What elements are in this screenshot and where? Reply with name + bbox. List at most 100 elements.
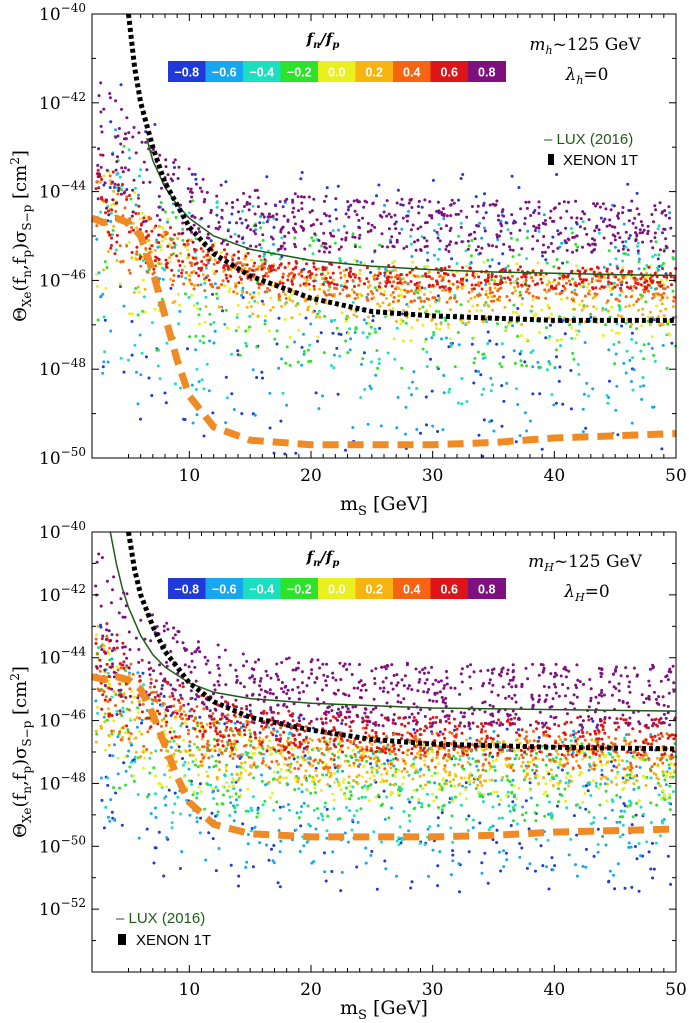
- scatter-point: [255, 376, 259, 379]
- scatter-point: [338, 257, 342, 261]
- scatter-point: [419, 225, 423, 229]
- scatter-point: [362, 351, 366, 355]
- scatter-point: [585, 285, 589, 289]
- scatter-point: [633, 216, 637, 220]
- scatter-point: [253, 299, 257, 303]
- scatter-point: [111, 180, 115, 184]
- scatter-point: [345, 279, 349, 283]
- scatter-point: [665, 732, 669, 736]
- scatter-point: [178, 264, 182, 267]
- scatter-point: [168, 256, 172, 260]
- scatter-point: [366, 299, 370, 302]
- scatter-point: [297, 209, 300, 213]
- scatter-point: [580, 750, 584, 754]
- scatter-point: [376, 274, 380, 278]
- scatter-point: [336, 770, 340, 773]
- scatter-point: [663, 778, 667, 782]
- scatter-point: [331, 278, 335, 282]
- scatter-point: [369, 762, 372, 766]
- scatter-point: [461, 173, 465, 176]
- scatter-point: [121, 736, 125, 739]
- colorbar-swatch: [168, 61, 206, 82]
- scatter-point: [503, 276, 507, 280]
- scatter-point: [661, 761, 665, 765]
- scatter-point: [368, 332, 371, 336]
- scatter-point: [188, 274, 192, 278]
- scatter-point: [336, 784, 340, 787]
- scatter-point: [360, 795, 364, 799]
- scatter-point: [379, 424, 383, 428]
- scatter-point: [575, 248, 579, 252]
- scatter-point: [102, 268, 105, 272]
- scatter-point: [478, 794, 482, 798]
- scatter-point: [160, 784, 164, 788]
- scatter-point: [641, 812, 645, 816]
- scatter-point: [643, 290, 646, 294]
- scatter-point: [622, 802, 626, 806]
- scatter-point: [545, 283, 549, 287]
- scatter-point: [635, 234, 639, 238]
- scatter-point: [248, 709, 252, 713]
- scatter-point: [123, 166, 127, 170]
- scatter-point: [587, 282, 591, 286]
- scatter-point: [245, 202, 249, 206]
- scatter-point: [513, 280, 517, 284]
- scatter-point: [374, 795, 378, 799]
- scatter-point: [639, 293, 643, 297]
- scatter-point: [635, 857, 639, 861]
- scatter-point: [392, 783, 396, 787]
- scatter-point: [125, 195, 129, 199]
- top-panel: 10 20 30 40 50 10−5010−4810−4610−4410−4210−4…: [8, 1, 687, 519]
- scatter-point: [559, 231, 563, 235]
- scatter-point: [343, 273, 347, 277]
- scatter-point: [564, 226, 568, 230]
- scatter-point: [390, 284, 394, 288]
- scatter-point: [607, 879, 611, 883]
- scatter-point: [234, 329, 238, 333]
- scatter-point: [484, 747, 488, 751]
- scatter-point: [122, 370, 126, 374]
- scatter-point: [418, 296, 422, 300]
- scatter-point: [419, 784, 423, 788]
- scatter-point: [261, 747, 265, 751]
- scatter-point: [642, 228, 646, 232]
- scatter-point: [521, 813, 524, 817]
- scatter-point: [621, 833, 625, 837]
- scatter-point: [591, 242, 595, 246]
- scatter-point: [353, 235, 357, 239]
- scatter-point: [574, 199, 578, 203]
- scatter-point: [159, 201, 163, 204]
- scatter-point: [327, 288, 331, 292]
- scatter-point: [357, 218, 361, 222]
- scatter-point: [513, 750, 517, 753]
- scatter-point: [486, 276, 490, 280]
- scatter-point: [338, 817, 342, 821]
- scatter-point: [613, 225, 617, 229]
- scatter-point: [661, 323, 665, 327]
- scatter-point: [656, 280, 660, 284]
- scatter-point: [651, 246, 655, 250]
- scatter-point: [201, 273, 205, 277]
- scatter-point: [591, 286, 594, 290]
- colorbar-swatch: [318, 61, 356, 82]
- scatter-point: [565, 296, 569, 300]
- scatter-point: [272, 225, 276, 229]
- scatter-point: [117, 186, 121, 190]
- scatter-point: [405, 753, 409, 757]
- scatter-point: [649, 776, 653, 780]
- scatter-point: [198, 230, 201, 234]
- scatter-point: [212, 341, 216, 345]
- scatter-point: [191, 793, 195, 797]
- scatter-point: [139, 168, 143, 172]
- scatter-point: [505, 727, 509, 731]
- scatter-point: [116, 668, 120, 672]
- scatter-point: [518, 855, 522, 859]
- scatter-point: [346, 759, 350, 763]
- scatter-point: [359, 807, 363, 811]
- scatter-point: [292, 206, 296, 210]
- scatter-point: [172, 241, 176, 245]
- scatter-point: [400, 366, 404, 370]
- scatter-point: [321, 265, 325, 269]
- scatter-point: [602, 274, 606, 278]
- scatter-point: [531, 247, 535, 251]
